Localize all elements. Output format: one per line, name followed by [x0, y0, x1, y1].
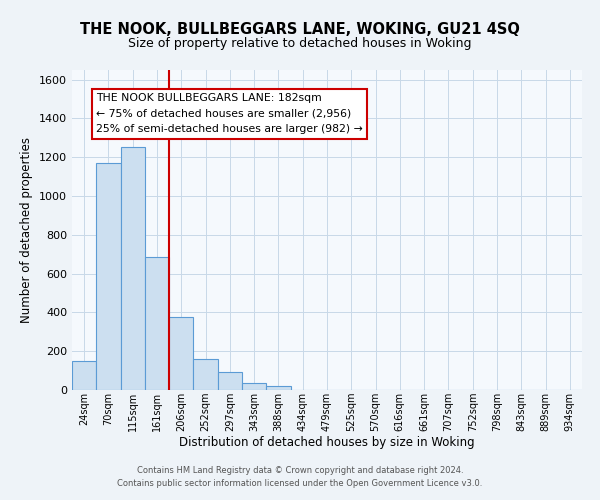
Y-axis label: Number of detached properties: Number of detached properties [20, 137, 34, 323]
Text: THE NOOK, BULLBEGGARS LANE, WOKING, GU21 4SQ: THE NOOK, BULLBEGGARS LANE, WOKING, GU21… [80, 22, 520, 38]
Bar [242, 382, 266, 390]
Bar [72, 362, 96, 390]
Text: Size of property relative to detached houses in Woking: Size of property relative to detached ho… [128, 38, 472, 51]
Bar [145, 256, 169, 390]
X-axis label: Distribution of detached houses by size in Woking: Distribution of detached houses by size … [179, 436, 475, 450]
Bar [266, 386, 290, 390]
Bar [121, 146, 145, 390]
Bar [193, 359, 218, 390]
Bar [218, 372, 242, 390]
Text: Contains HM Land Registry data © Crown copyright and database right 2024.
Contai: Contains HM Land Registry data © Crown c… [118, 466, 482, 487]
Text: THE NOOK BULLBEGGARS LANE: 182sqm
← 75% of detached houses are smaller (2,956)
2: THE NOOK BULLBEGGARS LANE: 182sqm ← 75% … [96, 94, 363, 134]
Bar [96, 163, 121, 390]
Bar [169, 318, 193, 390]
